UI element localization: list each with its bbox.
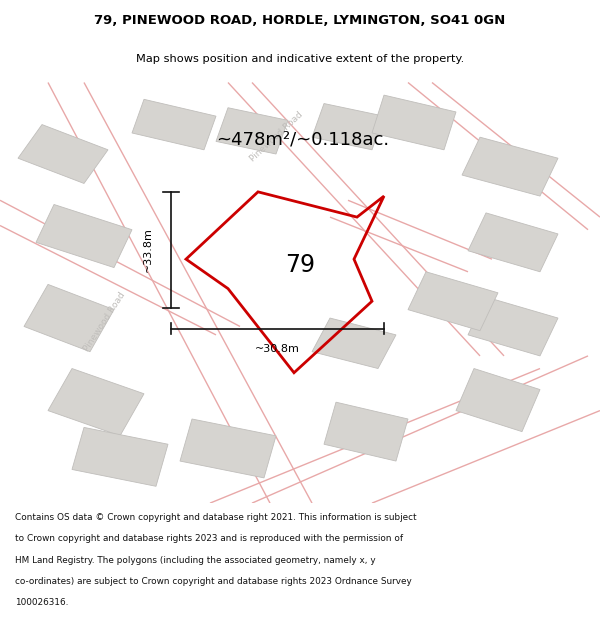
Text: Pinewood Road: Pinewood Road <box>248 111 304 164</box>
Text: co-ordinates) are subject to Crown copyright and database rights 2023 Ordnance S: co-ordinates) are subject to Crown copyr… <box>15 577 412 586</box>
Polygon shape <box>462 137 558 196</box>
Polygon shape <box>372 95 456 150</box>
Polygon shape <box>36 204 132 268</box>
Polygon shape <box>48 369 144 436</box>
Polygon shape <box>132 99 216 150</box>
Polygon shape <box>24 284 114 352</box>
Polygon shape <box>408 272 498 331</box>
Polygon shape <box>72 428 168 486</box>
Text: ~33.8m: ~33.8m <box>143 228 153 272</box>
Polygon shape <box>216 107 288 154</box>
Text: Contains OS data © Crown copyright and database right 2021. This information is : Contains OS data © Crown copyright and d… <box>15 513 416 522</box>
Text: to Crown copyright and database rights 2023 and is reproduced with the permissio: to Crown copyright and database rights 2… <box>15 534 403 543</box>
Text: ~30.8m: ~30.8m <box>255 344 300 354</box>
Text: Map shows position and indicative extent of the property.: Map shows position and indicative extent… <box>136 54 464 64</box>
Polygon shape <box>18 124 108 184</box>
Text: 79, PINEWOOD ROAD, HORDLE, LYMINGTON, SO41 0GN: 79, PINEWOOD ROAD, HORDLE, LYMINGTON, SO… <box>94 14 506 27</box>
Text: 100026316.: 100026316. <box>15 598 68 608</box>
Polygon shape <box>180 419 276 478</box>
Polygon shape <box>468 213 558 272</box>
Polygon shape <box>312 318 396 369</box>
Text: Pinewood Road: Pinewood Road <box>83 291 127 354</box>
Polygon shape <box>456 369 540 432</box>
Text: ~478m²/~0.118ac.: ~478m²/~0.118ac. <box>216 130 389 148</box>
Polygon shape <box>312 104 384 150</box>
Text: 79: 79 <box>285 254 315 278</box>
Polygon shape <box>468 297 558 356</box>
Polygon shape <box>324 402 408 461</box>
Text: HM Land Registry. The polygons (including the associated geometry, namely x, y: HM Land Registry. The polygons (includin… <box>15 556 376 564</box>
